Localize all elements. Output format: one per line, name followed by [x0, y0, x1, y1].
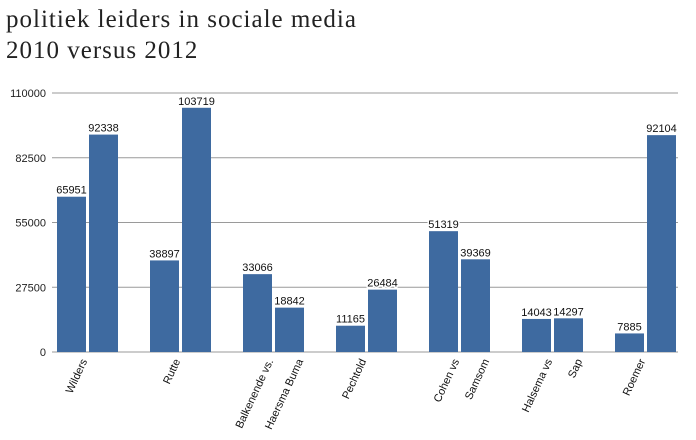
bar: [522, 318, 551, 352]
y-tick-label: 110000: [10, 88, 46, 100]
data-label: 11165: [336, 314, 365, 326]
bar: [57, 196, 86, 352]
bar: [89, 134, 118, 352]
chart-title-line-1: politiek leiders in sociale media: [6, 6, 357, 33]
y-tick-label: 82500: [15, 153, 46, 165]
x-tick-label: Pechtold: [340, 357, 369, 401]
chart-title-line-2: 2010 versus 2012: [6, 37, 199, 64]
x-tick-label: Sap: [566, 357, 585, 380]
data-label: 7885: [617, 321, 641, 333]
data-label: 92338: [88, 123, 119, 135]
bar: [368, 289, 397, 352]
bar: [336, 325, 365, 352]
data-label: 18842: [274, 296, 305, 308]
data-label: 92104: [646, 123, 677, 135]
x-tick-label: Cohen vs: [432, 357, 463, 405]
x-tick-label: Wilders: [64, 357, 91, 396]
bar: [615, 333, 644, 352]
data-label: 103719: [178, 96, 215, 108]
bar: [150, 260, 179, 352]
data-label: 33066: [242, 262, 273, 274]
bar: [461, 259, 490, 352]
bar: [554, 318, 583, 352]
x-tick-label: Rutte: [161, 357, 183, 386]
x-tick-label: Halsema vs: [520, 357, 555, 415]
y-tick-label: 0: [40, 347, 46, 359]
chart-title: politiek leiders in sociale media 2010 v…: [6, 4, 357, 66]
y-tick-label: 27500: [15, 282, 46, 294]
bar: [647, 135, 676, 352]
y-tick-label: 55000: [15, 218, 46, 230]
bar: [243, 274, 272, 352]
data-label: 65951: [56, 185, 87, 197]
bar: [275, 307, 304, 352]
x-tick-label: Samsom: [463, 357, 492, 401]
bar: [182, 107, 211, 352]
data-label: 51319: [428, 219, 459, 231]
data-label: 39369: [460, 247, 491, 259]
data-label: 26484: [367, 278, 398, 290]
x-tick-label: Roemer: [621, 357, 649, 398]
data-label: 14297: [553, 306, 584, 318]
bar: [429, 231, 458, 352]
data-label: 38897: [149, 248, 180, 260]
data-label: 14043: [521, 307, 552, 319]
